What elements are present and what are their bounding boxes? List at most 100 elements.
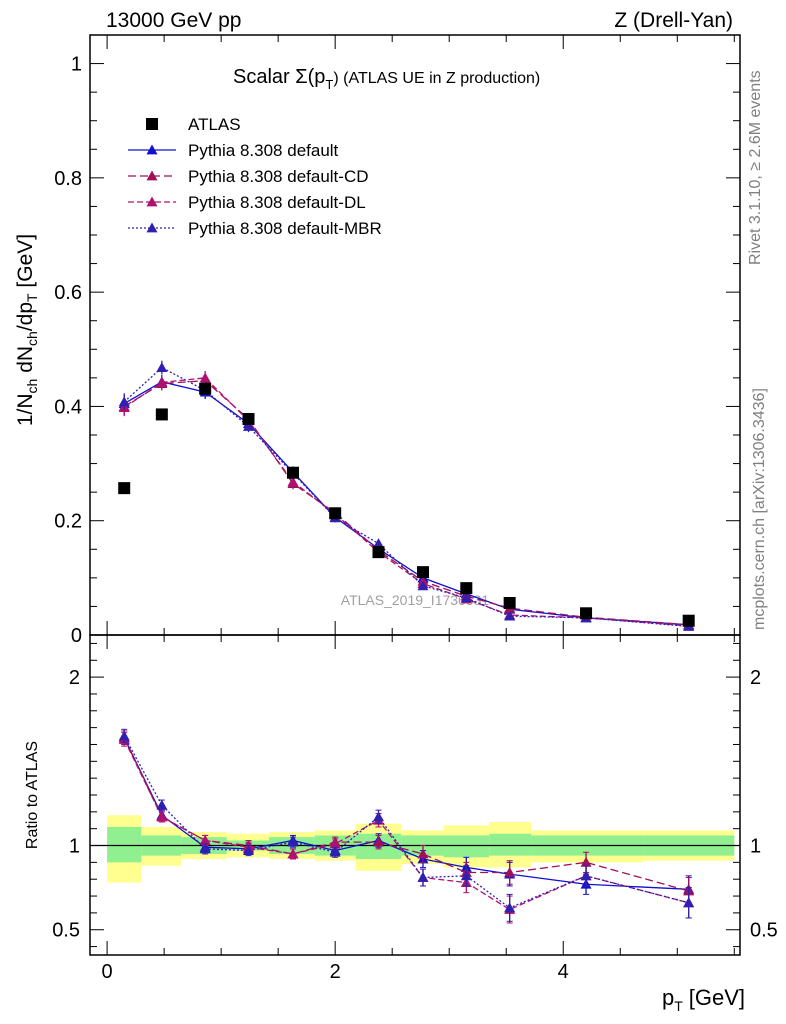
- ratio-point-mbr: [287, 836, 299, 847]
- reference-point: [460, 582, 473, 595]
- ratio-panel-frame: [89, 634, 741, 956]
- series-point-dl: [156, 376, 168, 387]
- ratio-point-mbr: [417, 872, 429, 882]
- title-rest: ) (ATLAS UE in Z production): [333, 70, 540, 87]
- ratio-panel-bands: [107, 815, 735, 883]
- mcplots-label: mcplots.cern.ch [arXiv:1306.3436]: [751, 388, 768, 630]
- x-axis-label-sub: T: [674, 998, 683, 1014]
- ratio-band-inner: [443, 835, 490, 858]
- series-line-dl: [123, 377, 689, 627]
- reference-point: [580, 607, 593, 620]
- ratio-tick-label-right: 1: [750, 836, 761, 858]
- ratio-tick-label: 0.5: [52, 920, 80, 942]
- main-panel-series: [118, 360, 695, 631]
- title-main: Scalar Σ(p: [233, 66, 325, 88]
- ratio-panel-ticks: 0 2 4 0.5 0.5 1 1 2 2: [52, 635, 778, 983]
- chart-title: Scalar Σ(pT) (ATLAS UE in Z production): [233, 66, 540, 92]
- y-tick-label: 0.4: [54, 396, 82, 418]
- x-tick-label: 2: [330, 961, 341, 983]
- ratio-point-mbr: [504, 902, 516, 913]
- ratio-point-cd: [580, 856, 592, 867]
- y-tick-label: 0: [71, 625, 82, 647]
- x-tick-label: 0: [102, 961, 113, 983]
- ratio-point-mbr: [683, 897, 695, 908]
- series-point-mbr: [373, 538, 385, 548]
- ratio-point-dl: [156, 811, 168, 822]
- x-tick-label: 4: [558, 961, 569, 983]
- y-tick-label: 0.8: [54, 168, 82, 190]
- ratio-point-dl: [287, 848, 299, 859]
- ratio-y-axis-label: Ratio to ATLAS: [24, 741, 41, 849]
- title-sub: T: [325, 77, 333, 92]
- reference-point: [118, 482, 131, 495]
- ratio-line-default: [123, 737, 689, 890]
- series-line-default: [123, 381, 689, 626]
- x-axis-label: pT [GeV]: [662, 985, 745, 1014]
- legend-marker-dl: [146, 196, 158, 207]
- series-point-dl: [287, 476, 299, 487]
- legend-label-cd: Pythia 8.308 default-CD: [188, 167, 369, 186]
- header-right: Z (Drell-Yan): [614, 9, 733, 32]
- header-left: 13000 GeV pp: [106, 9, 241, 32]
- ratio-point-cd: [373, 836, 385, 847]
- ratio-line-dl: [123, 739, 689, 911]
- main-panel-ticks: 0 0.2 0.4 0.6 0.8 1: [54, 34, 740, 647]
- ratio-point-dl: [329, 838, 341, 849]
- legend-label-default: Pythia 8.308 default: [188, 141, 339, 160]
- y-tick-label: 0.2: [54, 511, 82, 533]
- legend-marker-default: [146, 144, 158, 155]
- ratio-point-mbr: [156, 799, 168, 810]
- series-point-mbr: [504, 610, 516, 621]
- ratio-point-mbr: [199, 843, 211, 854]
- legend: ATLAS Pythia 8.308 default Pythia 8.308 de…: [128, 115, 382, 238]
- ratio-point-mbr: [460, 870, 472, 881]
- ratio-point-mbr: [329, 846, 341, 857]
- ratio-point-cd: [504, 866, 516, 877]
- reference-point: [199, 382, 212, 395]
- y-axis-label: 1/Nch dNch/dpT [GeV]: [14, 234, 40, 426]
- ratio-point-mbr: [118, 730, 130, 741]
- ratio-tick-label: 2: [69, 667, 80, 689]
- watermark: ATLAS_2019_I1736531: [341, 592, 490, 608]
- series-point-mbr: [118, 396, 130, 407]
- legend-marker-cd: [146, 170, 158, 181]
- ratio-tick-label-right: 2: [750, 667, 761, 689]
- reference-point: [286, 466, 299, 479]
- ratio-point-mbr: [373, 811, 385, 822]
- rivet-label: Rivet 3.1.10, ≥ 2.6M events: [747, 70, 764, 265]
- ratio-line-cd: [123, 737, 689, 892]
- reference-point: [329, 507, 342, 520]
- series-line-mbr: [123, 366, 689, 628]
- legend-label-dl: Pythia 8.308 default-DL: [188, 193, 366, 212]
- reference-point: [416, 566, 429, 579]
- series-point-mbr: [156, 362, 168, 372]
- legend-label-mbr: Pythia 8.308 default-MBR: [188, 219, 382, 238]
- ratio-point-mbr: [243, 845, 255, 855]
- ratio-point-cd: [417, 848, 429, 859]
- series-line-cd: [123, 380, 689, 626]
- ratio-tick-label-right: 0.5: [750, 920, 778, 942]
- series-point-mbr: [460, 592, 472, 603]
- reference-point: [372, 546, 385, 559]
- reference-point: [155, 408, 168, 421]
- series-point-mbr: [243, 420, 255, 431]
- ratio-point-mbr: [580, 870, 592, 881]
- x-axis-label-unit: [GeV]: [689, 985, 745, 1010]
- y-tick-label: 1: [71, 54, 82, 76]
- reference-point: [503, 597, 516, 609]
- reference-point: [242, 413, 255, 425]
- ratio-band-inner: [489, 833, 532, 856]
- ratio-panel-series: [118, 728, 695, 924]
- ratio-tick-label: 1: [69, 836, 80, 858]
- main-panel-reference: [118, 382, 695, 627]
- ratio-point-dl: [199, 834, 211, 845]
- y-tick-label: 0.6: [54, 282, 82, 304]
- series-point-mbr: [417, 580, 429, 591]
- legend-marker-reference: [146, 118, 158, 130]
- reference-point: [682, 614, 695, 627]
- legend-marker-mbr: [146, 222, 158, 233]
- x-axis-label-main: p: [662, 985, 674, 1010]
- ratio-line-mbr: [123, 735, 689, 909]
- legend-label-reference: ATLAS: [188, 115, 241, 134]
